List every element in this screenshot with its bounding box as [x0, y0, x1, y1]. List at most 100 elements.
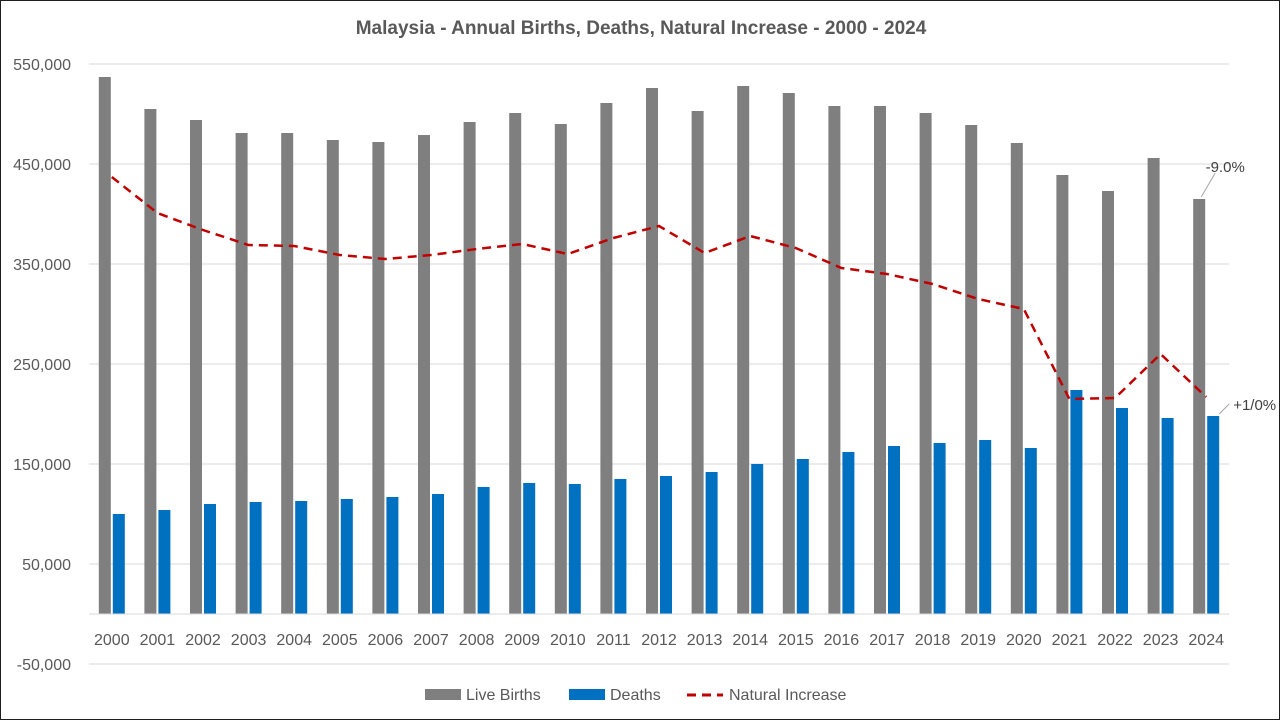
- annotation-label: +1/0%: [1233, 397, 1276, 414]
- y-tick-label: 550,000: [13, 57, 71, 74]
- bars: [98, 77, 1220, 614]
- bar-live-births-2005[interactable]: [326, 140, 339, 614]
- bar-deaths-2018[interactable]: [933, 443, 946, 614]
- y-axis-ticks: 550,000 450,000 350,000 250,000 150,000 50,00…: [13, 57, 71, 674]
- bar-deaths-2019[interactable]: [979, 440, 992, 614]
- x-tick-label: 2010: [550, 632, 586, 649]
- bar-deaths-2009[interactable]: [523, 483, 536, 614]
- bar-live-births-2001[interactable]: [144, 109, 157, 614]
- annotation-label: -9.0%: [1206, 159, 1245, 176]
- bar-live-births-2018[interactable]: [919, 113, 932, 614]
- line-natural-increase[interactable]: [111, 176, 1208, 401]
- bar-live-births-2004[interactable]: [281, 133, 294, 614]
- bar-deaths-2021[interactable]: [1070, 390, 1083, 614]
- x-tick-label: 2018: [915, 632, 951, 649]
- bar-deaths-2003[interactable]: [249, 502, 262, 614]
- bar-live-births-2007[interactable]: [418, 135, 430, 614]
- bar-live-births-2014[interactable]: [737, 86, 750, 614]
- bar-deaths-2014[interactable]: [751, 464, 764, 614]
- x-tick-label: 2017: [869, 632, 905, 649]
- bar-live-births-2016[interactable]: [828, 106, 841, 614]
- annotation-leader: [1218, 403, 1230, 415]
- bar-deaths-2010[interactable]: [568, 484, 581, 614]
- bar-deaths-2016[interactable]: [842, 452, 855, 614]
- y-tick-label: 150,000: [13, 457, 71, 474]
- bar-live-births-2023[interactable]: [1147, 158, 1160, 614]
- legend: Live Births Deaths Natural Increase: [425, 687, 846, 704]
- legend-label-natural-increase: Natural Increase: [729, 687, 846, 704]
- bar-live-births-2022[interactable]: [1102, 191, 1114, 614]
- bar-live-births-2019[interactable]: [965, 125, 978, 614]
- bar-live-births-2015[interactable]: [782, 93, 795, 614]
- legend-item-natural-increase[interactable]: Natural Increase: [687, 687, 846, 704]
- x-tick-label: 2004: [276, 632, 312, 649]
- x-tick-label: 2009: [504, 632, 540, 649]
- bar-live-births-2006[interactable]: [372, 142, 385, 614]
- bar-live-births-2002[interactable]: [190, 120, 202, 614]
- x-tick-label: 2003: [231, 632, 267, 649]
- x-tick-label: 2019: [960, 632, 996, 649]
- bar-deaths-2012[interactable]: [660, 476, 672, 614]
- bar-deaths-2005[interactable]: [340, 499, 353, 614]
- bar-deaths-2017[interactable]: [888, 446, 900, 614]
- bar-deaths-2024[interactable]: [1207, 416, 1220, 614]
- x-tick-label: 2013: [687, 632, 723, 649]
- bar-live-births-2013[interactable]: [691, 111, 704, 614]
- bar-deaths-2023[interactable]: [1161, 418, 1174, 614]
- bar-live-births-2000[interactable]: [98, 77, 111, 614]
- x-tick-label: 2016: [824, 632, 860, 649]
- x-tick-label: 2001: [140, 632, 176, 649]
- x-tick-label: 2014: [732, 632, 768, 649]
- y-tick-label: 250,000: [13, 357, 71, 374]
- natural-increase-line: [111, 176, 1208, 401]
- bar-live-births-2011[interactable]: [600, 103, 613, 614]
- x-tick-label: 2008: [459, 632, 495, 649]
- bar-live-births-2017[interactable]: [874, 106, 886, 614]
- x-tick-label: 2002: [185, 632, 221, 649]
- bar-deaths-2013[interactable]: [705, 472, 718, 614]
- x-axis-ticks: 2000 2001 2002 2003 2004 2005 2006 2007 2008 2009…: [94, 632, 1224, 649]
- bar-live-births-2024[interactable]: [1193, 199, 1206, 614]
- x-tick-label: 2023: [1143, 632, 1179, 649]
- legend-swatch-live-births: [425, 689, 461, 700]
- bar-live-births-2020[interactable]: [1010, 143, 1023, 614]
- bar-live-births-2003[interactable]: [235, 133, 248, 614]
- x-tick-label: 2005: [322, 632, 358, 649]
- x-tick-label: 2024: [1188, 632, 1224, 649]
- bar-live-births-2010[interactable]: [554, 124, 567, 614]
- legend-item-live-births[interactable]: Live Births: [425, 687, 541, 704]
- legend-label-deaths: Deaths: [610, 687, 661, 704]
- gridlines: [89, 63, 1229, 665]
- legend-swatch-deaths: [569, 689, 605, 700]
- bar-deaths-2000[interactable]: [112, 514, 125, 614]
- legend-label-live-births: Live Births: [466, 687, 541, 704]
- x-tick-label: 2007: [413, 632, 449, 649]
- bar-live-births-2008[interactable]: [463, 122, 476, 614]
- bar-live-births-2012[interactable]: [646, 88, 658, 614]
- bar-deaths-2020[interactable]: [1024, 448, 1037, 614]
- x-tick-label: 2015: [778, 632, 814, 649]
- bar-deaths-2011[interactable]: [614, 479, 627, 614]
- bar-deaths-2006[interactable]: [386, 497, 399, 614]
- x-tick-label: 2012: [641, 632, 677, 649]
- bar-deaths-2007[interactable]: [432, 494, 444, 614]
- bar-deaths-2022[interactable]: [1116, 408, 1128, 614]
- bar-live-births-2021[interactable]: [1056, 175, 1069, 614]
- bar-deaths-2002[interactable]: [204, 504, 216, 614]
- x-tick-label: 2022: [1097, 632, 1133, 649]
- chart-title: Malaysia - Annual Births, Deaths, Natura…: [356, 18, 927, 39]
- bar-live-births-2009[interactable]: [509, 113, 522, 614]
- y-tick-label: 350,000: [13, 257, 71, 274]
- y-tick-label: -50,000: [17, 657, 71, 674]
- bar-deaths-2001[interactable]: [158, 510, 171, 614]
- legend-item-deaths[interactable]: Deaths: [569, 687, 661, 704]
- y-tick-label: 450,000: [13, 157, 71, 174]
- bar-deaths-2015[interactable]: [796, 459, 809, 614]
- bar-deaths-2004[interactable]: [295, 501, 308, 614]
- annotation-leader: [1200, 172, 1216, 198]
- bar-deaths-2008[interactable]: [477, 487, 490, 614]
- x-tick-label: 2006: [368, 632, 404, 649]
- data-annotations: -9.0% +1/0%: [1200, 159, 1276, 415]
